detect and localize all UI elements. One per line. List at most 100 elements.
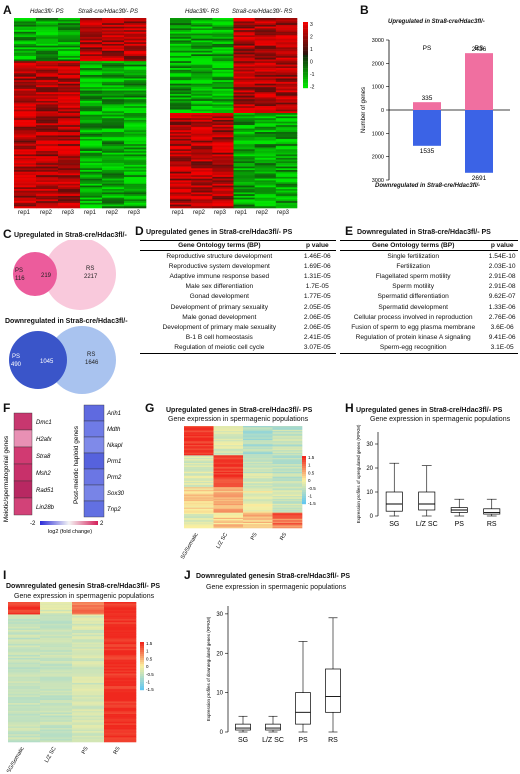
hmI-cell	[72, 726, 105, 729]
hm1-cell	[124, 73, 147, 76]
hm2-cell	[275, 81, 298, 84]
hm1-cell	[80, 126, 103, 129]
hm1-cell	[36, 40, 59, 43]
hm2-cell	[233, 75, 255, 78]
hmI-cell	[104, 693, 137, 696]
hmI-cell	[104, 682, 137, 685]
hm2-cell	[212, 33, 234, 36]
hm2-cell	[212, 81, 234, 84]
hmI-cell	[8, 715, 41, 718]
hm2-cell	[254, 33, 277, 36]
hm2-cell	[254, 128, 277, 131]
hm1-cell	[102, 161, 125, 164]
hm2-cell	[212, 199, 234, 202]
hmI-cell	[104, 644, 137, 646]
chart-b-ytick: 1000	[372, 85, 384, 91]
hm2-cell	[212, 113, 234, 116]
hmI-cell	[40, 703, 73, 705]
hmI-cell	[40, 738, 73, 741]
hmI-cell	[8, 684, 41, 687]
venn-up-title: Upregulated in Stra8-cre/Hdac3fl/-	[14, 232, 127, 239]
hm2-cell	[233, 61, 255, 64]
hmI-cell	[72, 606, 105, 609]
hm2-cell	[191, 201, 213, 204]
hmI-cell	[40, 734, 73, 737]
hmI-cell	[72, 668, 105, 671]
hm2-cell	[254, 56, 277, 59]
hm1-cell	[102, 109, 125, 112]
hm2-cell	[254, 94, 277, 97]
hm2-cell	[254, 52, 277, 55]
hm2-cell	[191, 24, 213, 27]
hm1-cell	[124, 99, 147, 102]
hm1-cell	[80, 163, 103, 166]
hm1-cell	[124, 68, 147, 71]
hmG-cell	[184, 473, 214, 475]
hmG-cell	[272, 454, 303, 456]
hmI-cell	[8, 678, 41, 681]
hm2-cell	[233, 161, 255, 164]
hm1-cell	[124, 123, 147, 126]
hmG-cell	[184, 482, 214, 484]
hm1-cell	[58, 173, 81, 176]
hmG-cell	[243, 489, 273, 492]
hm2-cell	[191, 128, 213, 131]
hm1-cell	[124, 69, 147, 72]
hm1-cell	[80, 111, 103, 114]
hmG-cell	[243, 501, 273, 503]
hmI-cell	[8, 612, 41, 615]
hmG-cell	[213, 427, 244, 429]
hm1-cell	[14, 116, 37, 119]
hm1-cell	[58, 100, 81, 103]
h-ytick: 10	[366, 490, 373, 496]
hmI-cell	[72, 704, 105, 707]
hmG-cell	[184, 496, 214, 498]
hm1-cell	[14, 88, 37, 91]
hmI-cell	[8, 620, 41, 623]
hmI-cell	[40, 679, 73, 682]
hm1-cell	[80, 189, 103, 192]
hmI-cell	[104, 605, 137, 607]
hm1-cell	[36, 71, 59, 74]
hm2-cell	[191, 69, 213, 72]
hmG-cell	[272, 457, 303, 460]
hm2-cell	[191, 76, 213, 79]
hm1-cell	[80, 161, 103, 164]
hmI-cell	[72, 676, 105, 679]
hmG-cell	[243, 502, 273, 505]
hm1-cell	[102, 62, 125, 65]
f-right-cell	[83, 468, 105, 486]
hm1-cell	[124, 151, 147, 154]
table-d-row: Development of primary sexuality 2.05E-05	[140, 302, 336, 312]
hm1-cell	[102, 175, 125, 178]
hmG-cell	[184, 451, 214, 454]
hmI-cell	[104, 670, 137, 673]
hm2-cell	[275, 38, 298, 41]
hmI-cell	[72, 667, 105, 670]
hmG-cell	[243, 485, 273, 488]
hm2-cell	[170, 80, 192, 83]
hmG-cell	[243, 519, 273, 521]
hm1-cell	[14, 132, 37, 135]
hmI-cell	[40, 631, 73, 634]
table-e-pvalue: 1.33E-06	[488, 303, 516, 311]
hm2-cell	[212, 42, 234, 45]
hmG-cell	[184, 452, 214, 455]
hm2-cell	[254, 97, 277, 100]
hm2-cell	[275, 68, 298, 71]
hmG-cell	[243, 480, 273, 483]
cbI-tick: 0	[146, 664, 149, 669]
hm1-cell	[80, 133, 103, 136]
hmI-cell	[40, 626, 73, 629]
hmI-cell	[40, 721, 73, 724]
table-e-col1: Gene Ontology terms (BP)	[340, 240, 487, 251]
venn-down-title: Downregulated in Stra8-cre/Hdac3fl/-	[5, 318, 128, 325]
hm1-cell	[80, 78, 103, 81]
hmI-cell	[104, 737, 137, 740]
hm2-cell	[212, 109, 234, 112]
hmI-cell	[104, 637, 137, 640]
hm1-cell	[58, 135, 81, 138]
hm2-cell	[254, 123, 277, 126]
table-e-term: Regulation of protein kinase A signaling	[355, 334, 471, 342]
hm2-cell	[233, 37, 255, 40]
